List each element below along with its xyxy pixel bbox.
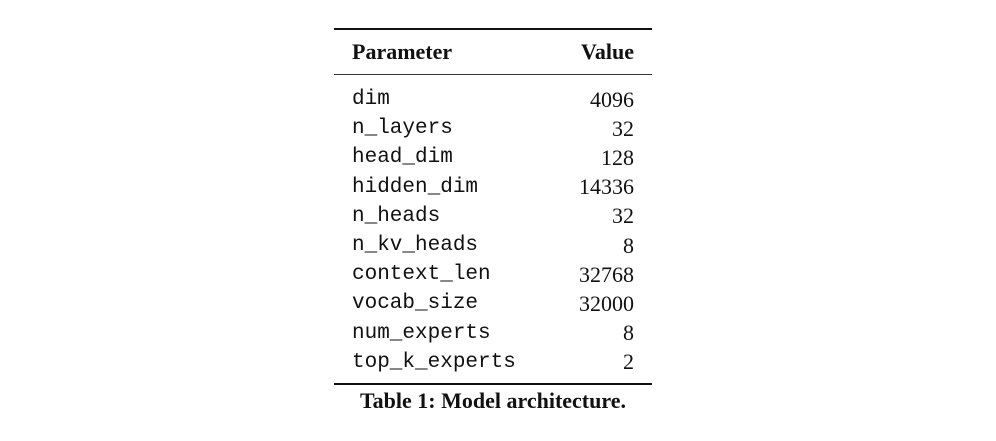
param-name: n_kv_heads	[352, 234, 479, 258]
header-rule	[334, 74, 652, 75]
table-header-row: Parameter Value	[334, 30, 652, 74]
bottom-rule	[334, 382, 652, 385]
param-value: 32	[612, 203, 634, 229]
table-row: dim 4096	[334, 85, 652, 114]
table-row: hidden_dim 14336	[334, 173, 652, 202]
header-value: Value	[581, 39, 634, 64]
param-name: top_k_experts	[352, 350, 516, 374]
param-name: context_len	[352, 263, 491, 287]
header-parameter: Parameter	[352, 39, 453, 64]
table-row: context_len 32768	[334, 260, 652, 289]
param-name: n_layers	[352, 117, 453, 141]
param-name: n_heads	[352, 204, 441, 228]
param-value: 4096	[590, 86, 634, 112]
model-architecture-table: Parameter Value dim 4096 n_layers 32 hea…	[334, 28, 652, 385]
table-row: n_layers 32	[334, 114, 652, 143]
param-name: num_experts	[352, 321, 491, 345]
table-row: num_experts 8	[334, 319, 652, 348]
param-value: 128	[601, 144, 634, 170]
table-row: n_kv_heads 8	[334, 231, 652, 260]
param-value: 32768	[579, 261, 634, 287]
param-value: 2	[623, 349, 634, 375]
param-value: 8	[623, 232, 634, 258]
table-row: vocab_size 32000	[334, 289, 652, 318]
param-name: vocab_size	[352, 292, 479, 316]
table-row: head_dim 128	[334, 143, 652, 172]
param-name: head_dim	[352, 146, 453, 170]
table-caption: Table 1: Model architecture.	[360, 388, 626, 413]
table-body: dim 4096 n_layers 32 head_dim 128 hidden…	[334, 75, 652, 383]
table-row: n_heads 32	[334, 202, 652, 231]
top-rule	[334, 28, 652, 30]
param-value: 32	[612, 115, 634, 141]
param-name: dim	[352, 88, 390, 112]
param-value: 14336	[579, 174, 634, 200]
table-row: top_k_experts 2	[334, 348, 652, 377]
param-value: 32000	[579, 290, 634, 316]
param-value: 8	[623, 320, 634, 346]
param-name: hidden_dim	[352, 175, 479, 199]
